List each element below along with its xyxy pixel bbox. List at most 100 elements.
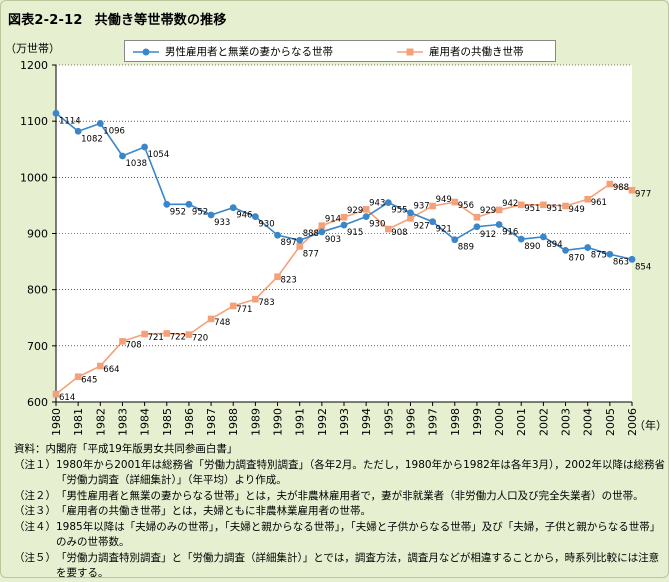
data-label: 952 xyxy=(192,207,208,217)
data-label: 720 xyxy=(192,334,208,344)
note-text: 「雇用者の共働き世帯」とは，夫婦ともに非農林業雇用者の世帯。 xyxy=(56,504,669,520)
data-label: 614 xyxy=(59,393,75,403)
legend-item-series1: 男性雇用者と無業の妻からなる世帯 xyxy=(133,44,333,59)
data-label: 930 xyxy=(258,220,274,230)
x-tick-label: 1980 xyxy=(50,408,63,436)
data-label: 930 xyxy=(369,220,385,230)
x-tick-label: 1992 xyxy=(316,408,329,436)
x-tick-label: 1991 xyxy=(294,408,307,436)
data-label: 952 xyxy=(170,207,186,217)
note-row: （注５）「労働力調査特別調査」と「労働力調査（詳細集計）」とでは，調査方法，調査… xyxy=(14,551,669,582)
data-label: 927 xyxy=(413,221,429,231)
x-tick-label: 2002 xyxy=(537,408,550,436)
data-label: 943 xyxy=(369,198,385,208)
data-label: 870 xyxy=(569,253,585,263)
x-tick-label: 1999 xyxy=(471,408,484,436)
x-tick-label: 1996 xyxy=(404,408,417,436)
x-tick-label: 1993 xyxy=(338,408,351,436)
figure-notes: 資料：内閣府「平成19年版男女共同参画白書」（注１）1980年から2001年は総… xyxy=(14,442,669,582)
legend-square-marker-icon xyxy=(397,47,423,57)
x-tick-label: 1982 xyxy=(94,408,107,436)
y-tick-label: 1100 xyxy=(20,115,48,128)
note-row: （注２）「男性雇用者と無業の妻からなる世帯」とは，夫が非農林雇用者で，妻が非就業… xyxy=(14,489,669,505)
data-label: 921 xyxy=(436,225,452,235)
data-label: 949 xyxy=(436,195,452,205)
data-label: 1082 xyxy=(81,134,103,144)
x-tick-label: 1986 xyxy=(183,408,196,436)
note-text: 内閣府「平成19年版男女共同参画白書」 xyxy=(46,442,669,458)
data-label: 914 xyxy=(325,215,341,225)
data-label: 877 xyxy=(303,249,319,259)
note-text: 「労働力調査特別調査」と「労働力調査（詳細集計）」とでは，調査方法，調査月などが… xyxy=(56,551,669,582)
data-label: 977 xyxy=(635,189,651,199)
data-label: 748 xyxy=(214,318,230,328)
data-label: 956 xyxy=(458,201,474,211)
data-label: 854 xyxy=(635,262,651,272)
y-tick-label: 600 xyxy=(27,396,48,409)
x-tick-label: 2005 xyxy=(604,408,617,436)
data-label: 903 xyxy=(325,235,341,245)
y-tick-label: 700 xyxy=(27,340,48,353)
x-tick-label: 2000 xyxy=(493,408,506,436)
legend-label-series1: 男性雇用者と無業の妻からなる世帯 xyxy=(165,44,333,59)
note-label: 資料： xyxy=(14,442,46,458)
data-label: 951 xyxy=(546,204,562,214)
data-label: 961 xyxy=(591,198,607,208)
note-text: 「男性雇用者と無業の妻からなる世帯」とは，夫が非農林雇用者で，妻が非就業者（非労… xyxy=(56,489,669,505)
data-label: 949 xyxy=(569,205,585,215)
x-tick-label: 1983 xyxy=(116,408,129,436)
data-label: 951 xyxy=(524,204,540,214)
x-tick-label: 1987 xyxy=(205,408,218,436)
note-row: 資料：内閣府「平成19年版男女共同参画白書」 xyxy=(14,442,669,458)
data-label: 942 xyxy=(502,199,518,209)
note-row: （注３）「雇用者の共働き世帯」とは，夫婦ともに非農林業雇用者の世帯。 xyxy=(14,504,669,520)
y-tick-label: 1200 xyxy=(20,59,48,72)
legend-label-series2: 雇用者の共働き世帯 xyxy=(429,44,524,59)
data-label: 955 xyxy=(391,206,407,216)
note-row: （注１）1980年から2001年は総務省「労働力調査特別調査」（各年2月。ただし… xyxy=(14,458,669,489)
x-tick-label: 1981 xyxy=(72,408,85,436)
x-tick-label: 1998 xyxy=(449,408,462,436)
data-label: 937 xyxy=(413,202,429,212)
chart-legend: 男性雇用者と無業の妻からなる世帯 雇用者の共働き世帯 xyxy=(124,40,556,62)
x-tick-label: 2001 xyxy=(515,408,528,436)
note-text: 1980年から2001年は総務省「労働力調査特別調査」（各年2月。ただし，198… xyxy=(56,458,669,489)
x-axis-unit-label: （年） xyxy=(634,418,667,432)
x-tick-label: 1984 xyxy=(139,408,152,436)
x-tick-label: 1989 xyxy=(249,408,262,436)
data-label: 915 xyxy=(347,228,363,238)
y-tick-label: 1000 xyxy=(20,171,48,184)
data-label: 929 xyxy=(480,206,496,216)
data-label: 771 xyxy=(236,305,252,315)
note-text: 1985年以降は「夫婦のみの世帯」，「夫婦と親からなる世帯」，「夫婦と子供からな… xyxy=(56,520,669,551)
data-label: 889 xyxy=(458,243,474,253)
data-label: 1054 xyxy=(148,150,170,160)
data-label: 1114 xyxy=(59,116,81,126)
note-label: （注５） xyxy=(14,551,56,582)
data-label: 933 xyxy=(214,218,230,228)
legend-item-series2: 雇用者の共働き世帯 xyxy=(397,44,524,59)
note-row: （注４）1985年以降は「夫婦のみの世帯」，「夫婦と親からなる世帯」，「夫婦と子… xyxy=(14,520,669,551)
x-tick-label: 1990 xyxy=(272,408,285,436)
note-label: （注１） xyxy=(14,458,56,489)
data-label: 722 xyxy=(170,332,186,342)
data-label: 946 xyxy=(236,211,252,221)
note-label: （注３） xyxy=(14,504,56,520)
x-tick-label: 2003 xyxy=(560,408,573,436)
y-tick-label: 900 xyxy=(27,228,48,241)
data-label: 897 xyxy=(281,238,297,248)
data-label: 929 xyxy=(347,206,363,216)
data-label: 988 xyxy=(613,183,629,193)
x-tick-label: 2004 xyxy=(582,408,595,436)
data-label: 890 xyxy=(524,242,540,252)
data-label: 908 xyxy=(391,228,407,238)
data-label: 894 xyxy=(546,240,562,250)
x-tick-label: 1997 xyxy=(427,408,440,436)
note-label: （注２） xyxy=(14,489,56,505)
legend-circle-marker-icon xyxy=(133,47,159,57)
data-label: 888 xyxy=(303,229,319,239)
x-tick-label: 1995 xyxy=(382,408,395,436)
x-tick-label: 1994 xyxy=(360,408,373,436)
data-label: 863 xyxy=(613,257,629,267)
